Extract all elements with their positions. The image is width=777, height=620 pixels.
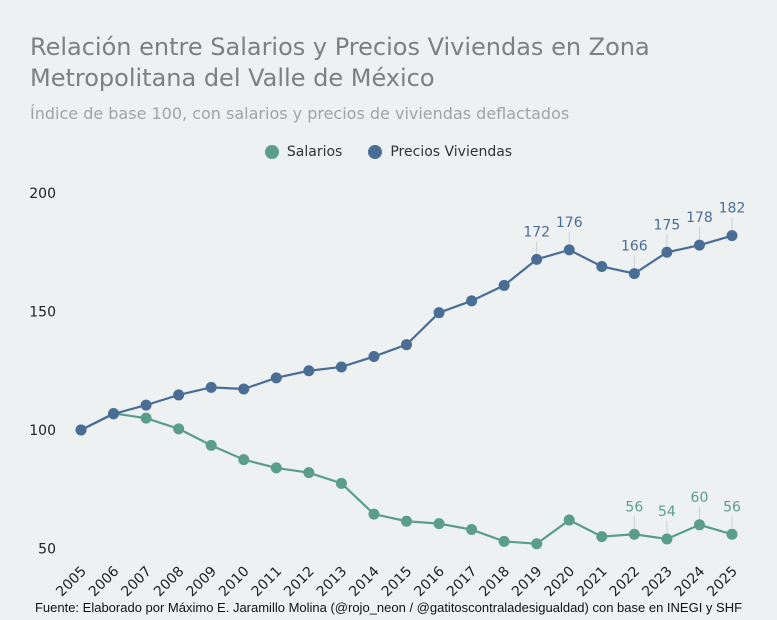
x-tick-label: 2025 [704, 564, 741, 601]
data-point [693, 239, 705, 251]
chart-title: Relación entre Salarios y Precios Vivien… [30, 33, 650, 92]
legend-marker-salarios [264, 145, 279, 159]
data-point [433, 518, 445, 530]
data-point [726, 230, 738, 242]
x-tick-label: 2015 [379, 564, 416, 601]
data-point [433, 307, 445, 319]
x-tick-label: 2009 [184, 564, 221, 601]
data-point [531, 253, 543, 265]
data-point [303, 467, 315, 479]
data-label: 182 [719, 201, 746, 217]
data-point [466, 524, 478, 536]
data-label: 166 [621, 239, 648, 255]
x-tick-label: 2017 [444, 564, 481, 601]
data-point [661, 533, 673, 545]
x-tick-label: 2022 [607, 564, 644, 601]
data-point [140, 399, 152, 411]
x-tick-label: 2007 [118, 564, 155, 601]
data-label: 54 [658, 504, 676, 520]
x-tick-label: 2016 [411, 563, 448, 600]
data-point [466, 295, 478, 307]
data-point [75, 424, 87, 436]
data-point [368, 351, 380, 363]
legend-item-salarios[interactable]: Salarios [264, 144, 343, 160]
x-tick-label: 2014 [346, 563, 383, 600]
data-point [661, 246, 673, 258]
data-point [726, 528, 738, 540]
data-point [173, 389, 185, 401]
y-tick-label: 150 [29, 305, 56, 321]
x-tick-label: 2005 [53, 564, 90, 601]
series-salarios: 56 54 60 56 [75, 407, 741, 550]
data-point [628, 528, 640, 540]
x-tick-label: 2011 [249, 564, 286, 601]
data-label: 178 [686, 210, 713, 226]
x-tick-label: 2021 [574, 564, 611, 601]
data-point [335, 361, 347, 373]
series-precios-viviendas: 172 176 166 175 178 182 [75, 201, 746, 436]
legend-label: Salarios [286, 144, 343, 160]
data-point [596, 260, 608, 272]
data-point [693, 519, 705, 531]
x-tick-label: 2019 [509, 564, 546, 601]
legend-item-precios[interactable]: Precios Viviendas [368, 144, 512, 160]
x-tick-label: 2023 [639, 564, 676, 601]
legend-marker-precios [368, 145, 383, 159]
x-tick-label: 2020 [542, 564, 579, 601]
data-point [270, 372, 282, 384]
data-label: 56 [723, 499, 741, 515]
x-tick-label: 2010 [216, 564, 253, 601]
data-label: 56 [625, 499, 643, 515]
x-tick-label: 2018 [476, 564, 513, 601]
data-point [238, 454, 250, 466]
data-point [563, 244, 575, 256]
data-point [303, 365, 315, 377]
data-label: 60 [691, 490, 709, 506]
data-label: 175 [654, 217, 681, 233]
x-tick-label: 2008 [151, 564, 188, 601]
data-point [368, 508, 380, 520]
data-point [531, 538, 543, 550]
legend: Salarios Precios Viviendas [0, 144, 777, 160]
data-point [498, 279, 510, 291]
x-tick-label: 2024 [672, 563, 709, 600]
data-label: 176 [556, 215, 583, 231]
legend-label: Precios Viviendas [390, 144, 513, 160]
x-tick-label: 2006 [86, 563, 123, 600]
data-point [140, 412, 152, 424]
source-note: Fuente: Elaborado por Máximo E. Jaramill… [34, 600, 743, 615]
data-point [563, 514, 575, 526]
data-point [173, 423, 185, 435]
data-point [628, 268, 640, 280]
data-point [108, 408, 120, 420]
chart-subtitle: Índice de base 100, con salarios y preci… [30, 104, 570, 123]
data-point [335, 477, 347, 489]
y-tick-label: 200 [29, 186, 56, 202]
x-tick-label: 2013 [314, 564, 351, 601]
data-point [401, 339, 412, 351]
data-point [498, 535, 510, 547]
data-point [205, 381, 217, 393]
data-point [205, 439, 217, 451]
data-point [238, 383, 250, 395]
data-label: 172 [523, 224, 550, 240]
data-point [270, 462, 282, 474]
y-tick-label: 50 [38, 542, 56, 558]
y-tick-label: 100 [29, 423, 56, 439]
x-tick-label: 2012 [281, 564, 318, 601]
data-point [596, 531, 608, 543]
data-point [401, 515, 412, 527]
